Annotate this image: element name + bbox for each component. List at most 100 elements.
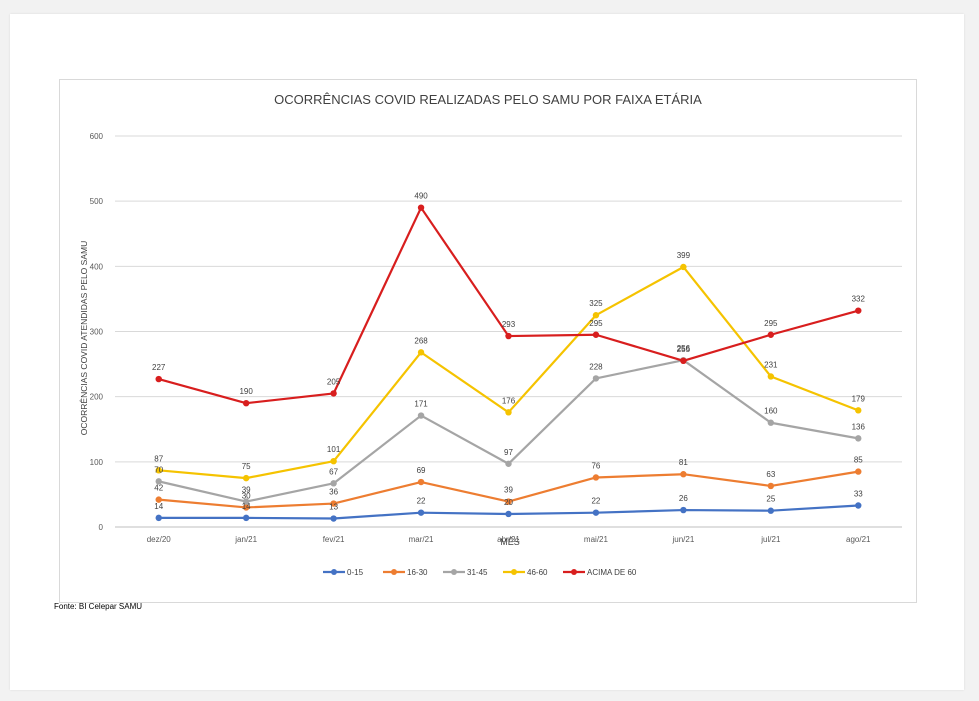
data-point-acima-de-60	[242, 399, 250, 407]
legend-label: 16-30	[407, 568, 428, 577]
data-label-0-15: 25	[766, 495, 775, 504]
data-labels: 14 14 13 22 20 22 26 25 33 42 30 36 69 39 76 81 63 85 70 39…	[152, 192, 865, 512]
data-point-16-30	[767, 482, 775, 490]
data-point-acima-de-60	[680, 357, 687, 365]
series-line-46-60	[158, 265, 859, 480]
y-tick-label: 100	[90, 458, 104, 467]
data-point-16-30	[155, 496, 162, 503]
data-label-46-60: 87	[154, 454, 163, 463]
data-label-16-30: 76	[591, 461, 600, 470]
y-tick-label: 400	[90, 262, 104, 271]
data-label-46-60: 399	[677, 251, 691, 260]
data-label-16-30: 85	[854, 456, 863, 465]
data-label-46-60: 179	[852, 394, 866, 403]
x-tick-label: jul/21	[760, 535, 781, 544]
data-label-46-60: 325	[589, 299, 603, 308]
data-point-31-45	[242, 498, 250, 505]
data-label-0-15: 33	[854, 489, 863, 498]
x-tick-label: mar/21	[409, 535, 434, 544]
series-line-acima-de-60	[158, 206, 859, 405]
legend-label: ACIMA DE 60	[587, 568, 637, 577]
data-point-acima-de-60	[155, 375, 162, 383]
data-label-31-45: 160	[764, 407, 778, 416]
data-point-acima-de-60	[767, 331, 775, 338]
data-point-16-30	[417, 478, 425, 486]
x-tick-label: mai/21	[584, 535, 609, 544]
legend-item-0-15: 0-15	[323, 568, 364, 577]
legend-item-acima-de-60: ACIMA DE 60	[563, 568, 637, 577]
data-label-16-30: 39	[504, 486, 513, 495]
legend-marker	[571, 569, 577, 575]
data-point-0-15	[767, 507, 775, 514]
data-label-31-45: 256	[677, 344, 691, 353]
data-label-acima-de-60: 490	[414, 192, 428, 201]
data-label-46-60: 176	[502, 396, 516, 405]
chart-title: OCORRÊNCIAS COVID REALIZADAS PELO SAMU P…	[274, 92, 702, 107]
data-label-0-15: 26	[679, 494, 688, 503]
data-point-16-30	[505, 498, 512, 505]
data-label-0-15: 22	[591, 497, 600, 506]
data-label-0-15: 20	[504, 498, 513, 507]
x-tick-label: abr/21	[497, 535, 520, 544]
data-label-acima-de-60: 227	[152, 363, 166, 372]
data-label-16-30: 42	[154, 484, 163, 493]
data-point-31-45	[417, 412, 425, 419]
legend: 0-15 16-30 31-45 46-60 ACIMA DE 60	[323, 568, 637, 577]
data-point-46-60	[855, 407, 862, 414]
data-label-acima-de-60: 293	[502, 320, 516, 329]
data-label-0-15: 14	[242, 502, 251, 511]
data-point-46-60	[330, 457, 337, 465]
data-label-acima-de-60: 332	[852, 295, 866, 304]
y-tick-label: 600	[90, 132, 104, 141]
data-point-16-30	[242, 504, 250, 511]
y-tick-label: 500	[90, 197, 104, 206]
x-tick-label: fev/21	[323, 535, 345, 544]
data-label-31-45: 70	[154, 465, 163, 474]
line-chart: OCORRÊNCIAS COVID REALIZADAS PELO SAMU P…	[79, 92, 902, 577]
y-tick-label: 0	[99, 523, 104, 532]
data-point-46-60	[155, 467, 162, 474]
data-label-0-15: 13	[329, 503, 338, 512]
data-point-acima-de-60	[417, 204, 425, 211]
data-point-46-60	[242, 474, 250, 482]
data-label-31-45: 97	[504, 448, 513, 457]
legend-label: 31-45	[467, 568, 488, 577]
data-label-31-45: 228	[589, 362, 603, 371]
data-point-31-45	[767, 419, 775, 426]
data-point-0-15	[855, 502, 862, 509]
y-axis-title: OCORRÊNCIAS COVID ATENDIDAS PELO SAMU	[79, 241, 89, 435]
data-point-0-15	[417, 509, 425, 516]
data-point-acima-de-60	[592, 331, 600, 338]
data-label-acima-de-60: 295	[764, 319, 778, 328]
data-point-16-30	[855, 468, 862, 475]
data-point-46-60	[505, 409, 512, 416]
legend-item-16-30: 16-30	[383, 568, 428, 577]
legend-marker	[451, 569, 457, 575]
data-label-31-45: 39	[242, 486, 251, 495]
data-point-0-15	[155, 514, 162, 522]
data-point-31-45	[855, 435, 862, 442]
y-axis-ticks: 0 100 200 300 400 500 600	[90, 132, 104, 532]
data-label-31-45: 67	[329, 467, 338, 476]
data-label-16-30: 63	[766, 470, 775, 479]
document-page: OCORRÊNCIAS COVID REALIZADAS PELO SAMU P…	[10, 14, 964, 690]
data-point-acima-de-60	[855, 307, 862, 314]
data-point-46-60	[592, 312, 600, 319]
y-tick-label: 200	[90, 393, 104, 402]
data-label-16-30: 81	[679, 458, 688, 467]
legend-marker	[331, 569, 337, 575]
legend-marker	[391, 569, 397, 575]
series-group	[155, 204, 862, 522]
data-point-16-30	[330, 500, 337, 507]
series-line-31-45	[158, 359, 859, 503]
data-point-46-60	[417, 349, 425, 356]
data-point-31-45	[155, 478, 162, 485]
data-label-31-45: 171	[414, 400, 428, 409]
x-axis-title: MÊS	[500, 537, 520, 547]
data-point-0-15	[592, 509, 600, 516]
x-tick-label: ago/21	[846, 535, 871, 544]
data-point-acima-de-60	[505, 332, 512, 340]
gridlines	[115, 135, 902, 528]
data-label-0-15: 22	[417, 497, 426, 506]
data-label-acima-de-60: 205	[327, 377, 341, 386]
